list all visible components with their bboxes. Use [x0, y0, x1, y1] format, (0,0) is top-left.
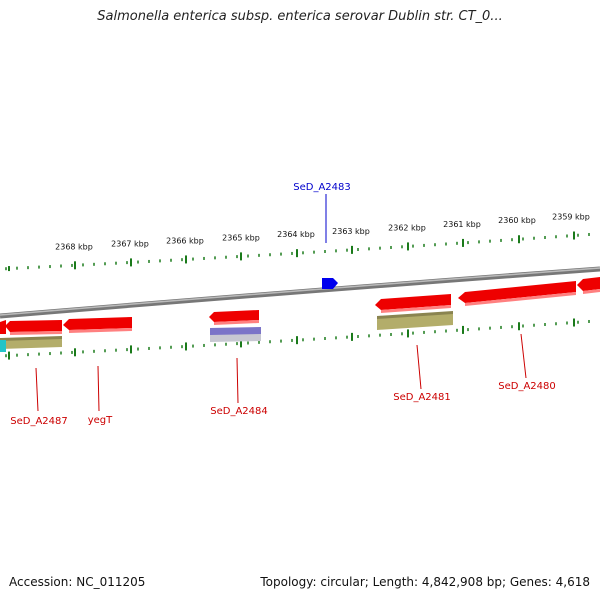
- accession-label: Accession: NC_011205: [9, 575, 146, 589]
- feature-block[interactable]: [210, 327, 261, 342]
- leader-line: [520, 333, 527, 379]
- gene-arrow[interactable]: [577, 277, 600, 294]
- gene-label[interactable]: SeD_A2483: [293, 182, 351, 193]
- map-title: Salmonella enterica subsp. enterica sero…: [97, 9, 503, 24]
- gene-arrow[interactable]: [0, 320, 6, 334]
- ruler-kbp-label: 2360 kbp: [498, 216, 536, 225]
- gene-label[interactable]: SeD_A2480: [498, 381, 556, 392]
- ruler-kbp-label: 2364 kbp: [277, 230, 315, 239]
- leader-line: [35, 367, 39, 412]
- ruler-kbp-label: 2363 kbp: [332, 227, 370, 236]
- lower-track-ruler: [5, 318, 590, 360]
- ruler-kbp-label: 2359 kbp: [552, 213, 590, 222]
- leader-line: [97, 365, 100, 412]
- gene-arrow[interactable]: [5, 320, 62, 335]
- genome-backbone: [0, 266, 600, 319]
- gene-arrow[interactable]: [458, 281, 576, 306]
- ruler-kbp-label: 2361 kbp: [443, 220, 481, 229]
- genome-summary: Topology: circular; Length: 4,842,908 bp…: [260, 575, 590, 589]
- gene-label[interactable]: SeD_A2481: [393, 392, 451, 403]
- ruler-kbp-label: 2365 kbp: [222, 233, 260, 242]
- ruler-kbp-label: 2368 kbp: [55, 242, 93, 251]
- position-ruler: 2368 kbp 2367 kbp 2366 kbp 2365 kbp 2364 kbp…: [5, 213, 590, 272]
- ruler-kbp-label: 2362 kbp: [388, 223, 426, 232]
- ruler-kbp-label: 2366 kbp: [166, 236, 204, 245]
- leader-line: [416, 344, 422, 390]
- gene-arrow[interactable]: [209, 310, 259, 325]
- feature-block[interactable]: [377, 311, 453, 330]
- gene-label[interactable]: SeD_A2487: [10, 416, 68, 427]
- leader-line: [236, 357, 239, 404]
- ruler-kbp-label: 2367 kbp: [111, 239, 149, 248]
- gene-arrow[interactable]: [63, 317, 132, 333]
- gene-label[interactable]: yegT: [88, 415, 113, 426]
- genome-backbone-highlight: [0, 267, 600, 316]
- gene-marker-SeD_A2483[interactable]: [322, 278, 338, 289]
- gene-arrow[interactable]: [375, 294, 451, 313]
- feature-block[interactable]: [0, 336, 62, 349]
- feature-block-cyan[interactable]: [0, 340, 6, 352]
- gene-label[interactable]: SeD_A2484: [210, 406, 268, 417]
